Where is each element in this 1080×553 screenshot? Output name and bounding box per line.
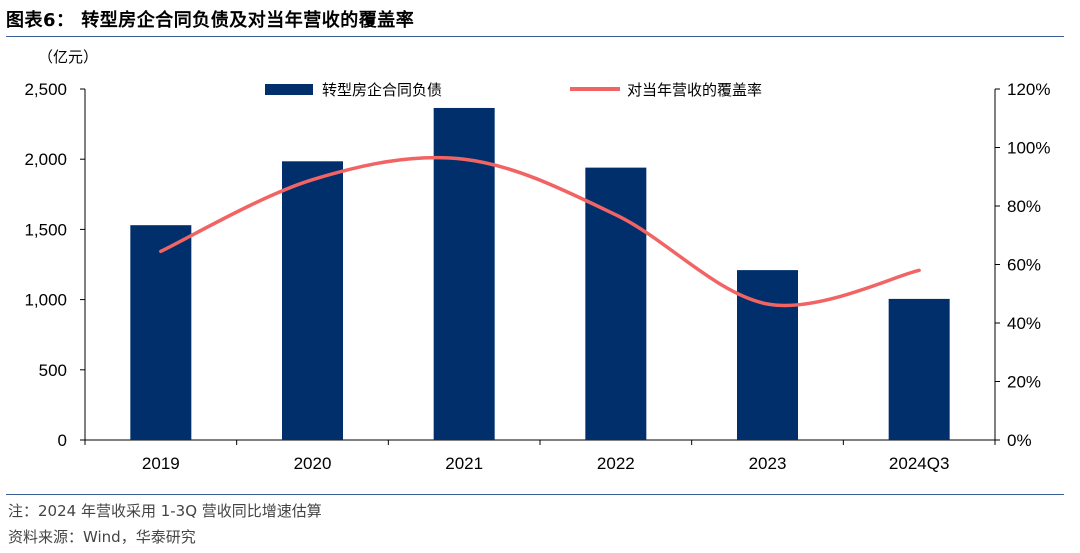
right-tick-label: 60% [1007, 256, 1041, 275]
source-note: 资料来源：Wind，华泰研究 [8, 528, 196, 546]
right-tick-label: 40% [1007, 314, 1041, 333]
figure-title: 图表6： 转型房企合同负债及对当年营收的覆盖率 [6, 10, 415, 31]
title-divider [6, 36, 1064, 37]
footer-divider [6, 494, 1064, 495]
y-axis-unit-label: （亿元） [38, 48, 98, 66]
right-tick-label: 0% [1007, 431, 1032, 450]
bar [282, 161, 343, 440]
right-tick-label: 120% [1007, 80, 1050, 99]
chart: 0 500 1,000 1,500 2,000 2,500 0% 20% 40% 60% 80% 10… [24, 48, 1050, 473]
chart-note: 注：2024 年营收采用 1-3Q 营收同比增速估算 [8, 502, 322, 520]
bar [888, 298, 950, 440]
right-tick-label: 100% [1007, 139, 1050, 158]
legend-label-line: 对当年营收的覆盖率 [627, 81, 762, 99]
x-tick-label: 2024Q3 [889, 454, 950, 473]
legend-label-bar: 转型房企合同负债 [322, 81, 442, 99]
left-tick-label: 1,000 [24, 291, 67, 310]
left-tick-label: 1,500 [24, 220, 67, 239]
legend-swatch-bar [265, 84, 313, 95]
x-tick-label: 2019 [142, 454, 180, 473]
bar [585, 167, 647, 440]
x-tick-label: 2021 [445, 454, 483, 473]
right-tick-label: 20% [1007, 373, 1041, 392]
x-tick-label: 2022 [597, 454, 635, 473]
left-tick-label: 0 [58, 431, 67, 450]
left-tick-label: 2,500 [24, 80, 67, 99]
right-tick-label: 80% [1007, 197, 1041, 216]
bar [130, 225, 192, 440]
series-line-coverage-ratio [159, 155, 921, 308]
left-tick-label: 2,000 [24, 150, 67, 169]
x-tick-label: 2023 [749, 454, 787, 473]
left-tick-label: 500 [39, 361, 67, 380]
x-tick-label: 2020 [294, 454, 332, 473]
